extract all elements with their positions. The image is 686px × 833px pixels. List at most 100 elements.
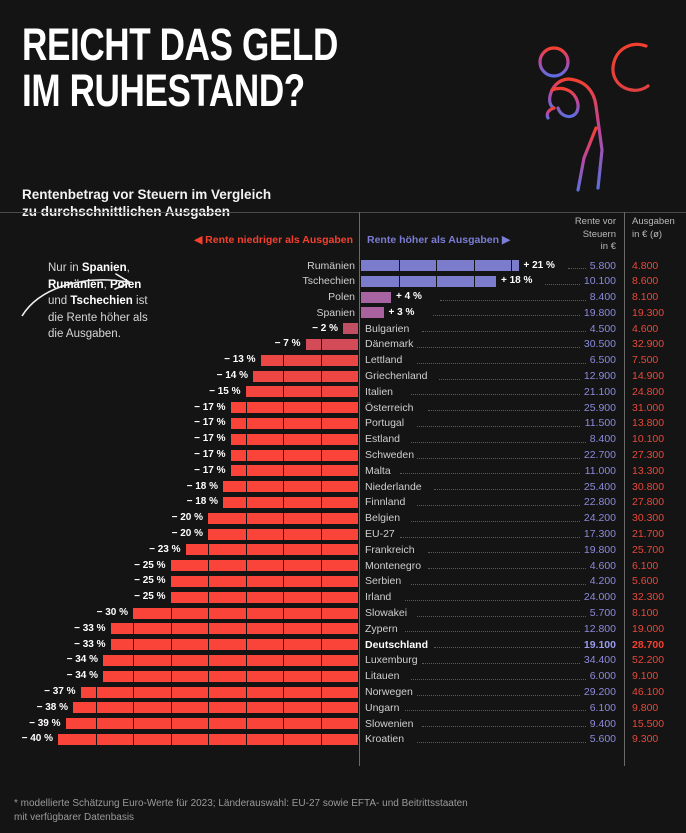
pension-value: 24.000 — [579, 591, 616, 604]
bar — [361, 291, 391, 303]
bar — [73, 702, 358, 714]
dot-leader — [416, 504, 616, 506]
country-label: Norwegen — [365, 686, 416, 699]
expenses-value: 27.800 — [632, 496, 665, 509]
pension-value: 4.600 — [585, 559, 616, 572]
expenses-value: 24.800 — [632, 385, 665, 398]
pension-value: 8.400 — [585, 433, 616, 446]
expenses-value: 7.500 — [632, 354, 659, 367]
country-label: Belgien — [365, 512, 404, 525]
percentage-label: − 13 % — [224, 354, 256, 366]
pension-value: 12.900 — [579, 370, 616, 383]
expenses-value: 32.300 — [632, 591, 665, 604]
percentage-label: − 30 % — [96, 607, 128, 619]
expenses-value: 14.900 — [632, 370, 665, 383]
percentage-label: + 18 % — [501, 275, 533, 287]
expenses-value: 27.300 — [632, 449, 665, 462]
pension-value: 9.400 — [585, 717, 616, 730]
percentage-label: − 17 % — [194, 433, 226, 445]
expenses-value: 52.200 — [632, 654, 665, 667]
percentage-label: − 17 % — [194, 464, 226, 476]
bar — [230, 465, 358, 477]
percentage-label: − 39 % — [29, 717, 61, 729]
percentage-label: − 15 % — [209, 385, 241, 397]
pension-value: 24.200 — [579, 512, 616, 525]
table-row: − 20 % EU-27 17.300 21.700 — [0, 527, 686, 543]
expenses-value: 28.700 — [632, 638, 665, 651]
table-row: − 30 % Slowakei 5.700 8.100 — [0, 606, 686, 622]
country-label: Portugal — [365, 417, 408, 430]
table-row: − 38 % Ungarn 6.100 9.800 — [0, 700, 686, 716]
dot-leader — [422, 330, 616, 333]
country-label: Griechenland — [365, 370, 431, 383]
percentage-label: − 37 % — [44, 686, 76, 698]
bar — [245, 386, 358, 398]
dot-leader — [422, 725, 616, 728]
dot-leader — [416, 346, 616, 348]
expenses-value: 13.800 — [632, 417, 665, 430]
dot-leader — [440, 299, 616, 301]
bar — [170, 591, 358, 603]
country-label: Frankreich — [365, 543, 418, 556]
expenses-value: 6.100 — [632, 559, 659, 572]
pension-value: 29.200 — [579, 686, 616, 699]
bar — [223, 481, 358, 493]
percentage-label: − 23 % — [149, 543, 181, 555]
table-row: − 34 % Luxemburg 34.400 52.200 — [0, 653, 686, 669]
expenses-value: 19.300 — [632, 306, 665, 319]
dot-leader — [410, 678, 616, 680]
country-label: Litauen — [365, 670, 403, 683]
expenses-value: 5.600 — [632, 575, 659, 588]
percentage-label: − 18 % — [186, 496, 218, 508]
bar — [260, 354, 358, 366]
chart-area: ◀ Rente niedriger als Ausgaben Rente höh… — [0, 212, 686, 772]
expenses-value: 30.300 — [632, 512, 665, 525]
pension-value: 12.800 — [579, 622, 616, 635]
country-label: Estland — [365, 433, 404, 446]
dot-leader — [405, 630, 616, 633]
pension-value: 10.100 — [579, 275, 616, 288]
table-row: − 33 % Zypern 12.800 19.000 — [0, 621, 686, 637]
country-label: Slowenien — [365, 717, 417, 730]
percentage-label: + 21 % — [523, 259, 555, 271]
country-label: Kroatien — [365, 733, 408, 746]
bar — [305, 338, 358, 350]
value-columns-divider — [624, 212, 625, 766]
percentage-label: − 25 % — [134, 575, 166, 587]
table-row: − 17 % Estland 8.400 10.100 — [0, 432, 686, 448]
bar — [343, 323, 358, 335]
country-label: Rumänien — [304, 259, 355, 272]
percentage-label: − 40 % — [21, 733, 53, 745]
expenses-value: 9.300 — [632, 733, 659, 746]
dot-leader — [405, 599, 616, 601]
bar — [230, 402, 358, 414]
pension-value: 22.800 — [579, 496, 616, 509]
table-row: + 4 % Polen 8.400 8.100 — [0, 290, 686, 306]
table-row: − 20 % Belgien 24.200 30.300 — [0, 511, 686, 527]
country-label: Slowakei — [365, 607, 411, 620]
percentage-label: − 25 % — [134, 591, 166, 603]
country-label: Luxemburg — [365, 654, 421, 667]
percentage-label: − 2 % — [312, 322, 338, 334]
table-row: − 25 % Serbien 4.200 5.600 — [0, 574, 686, 590]
bar — [230, 433, 358, 445]
table-row: − 14 % Griechenland 12.900 14.900 — [0, 369, 686, 385]
pension-value: 19.800 — [579, 306, 616, 319]
country-label: Österreich — [365, 401, 417, 414]
dot-leader — [410, 441, 616, 443]
expenses-value: 8.600 — [632, 275, 659, 288]
dot-leader — [416, 694, 616, 696]
bar — [185, 544, 358, 556]
percentage-label: − 34 % — [66, 654, 98, 666]
percentage-label: − 17 % — [194, 417, 226, 429]
pension-value: 22.700 — [579, 449, 616, 462]
percentage-label: − 33 % — [74, 622, 106, 634]
bar — [223, 496, 358, 508]
dot-leader — [416, 615, 616, 617]
pension-value: 30.500 — [579, 338, 616, 351]
country-label: Finnland — [365, 496, 409, 509]
country-label: Bulgarien — [365, 322, 413, 335]
dot-leader — [416, 741, 616, 743]
expenses-value: 25.700 — [632, 543, 665, 556]
expenses-value: 9.100 — [632, 670, 659, 683]
